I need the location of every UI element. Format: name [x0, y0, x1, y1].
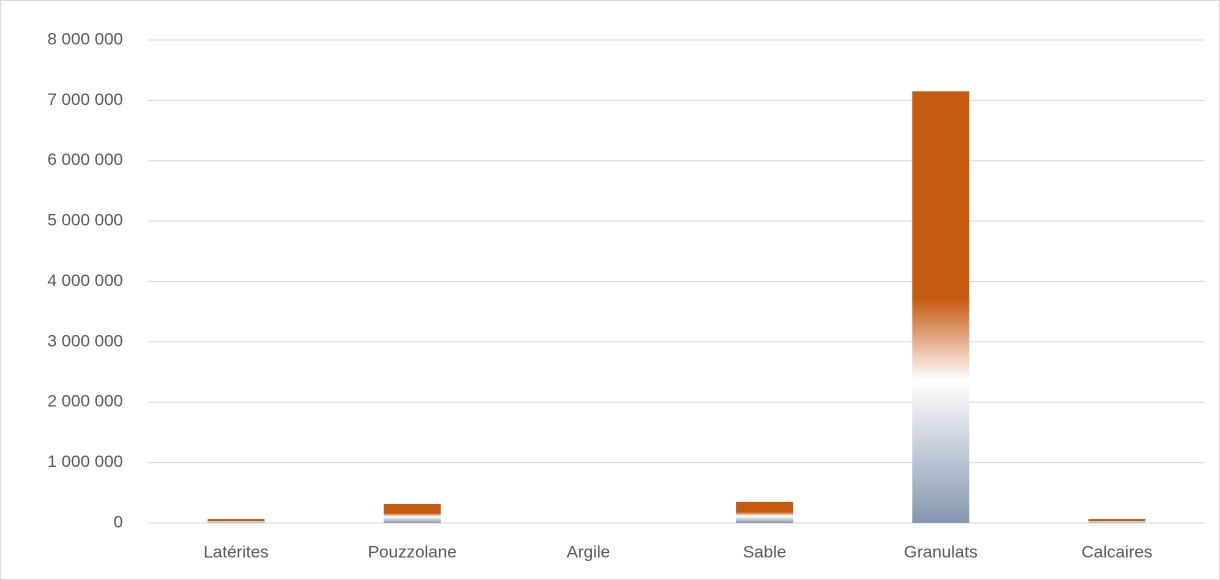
- y-tick-label: 6 000 000: [47, 150, 123, 169]
- x-tick-label: Sable: [743, 542, 786, 561]
- y-tick-label: 7 000 000: [47, 90, 123, 109]
- x-tick-label: Argile: [567, 542, 610, 561]
- x-tick-label: Latérites: [203, 542, 268, 561]
- y-tick-label: 1 000 000: [47, 452, 123, 471]
- y-tick-label: 5 000 000: [47, 211, 123, 230]
- x-tick-label: Granulats: [904, 542, 978, 561]
- y-tick-label: 3 000 000: [47, 331, 123, 350]
- y-tick-label: 0: [114, 512, 123, 531]
- y-tick-label: 2 000 000: [47, 392, 123, 411]
- y-tick-label: 4 000 000: [47, 271, 123, 290]
- bar: [207, 519, 265, 523]
- x-tick-label: Pouzzolane: [368, 542, 457, 561]
- bar: [383, 503, 441, 523]
- bar: [1088, 519, 1146, 523]
- bar: [912, 91, 970, 523]
- bar: [736, 501, 794, 523]
- y-tick-label: 8 000 000: [47, 29, 123, 48]
- x-tick-label: Calcaires: [1081, 542, 1152, 561]
